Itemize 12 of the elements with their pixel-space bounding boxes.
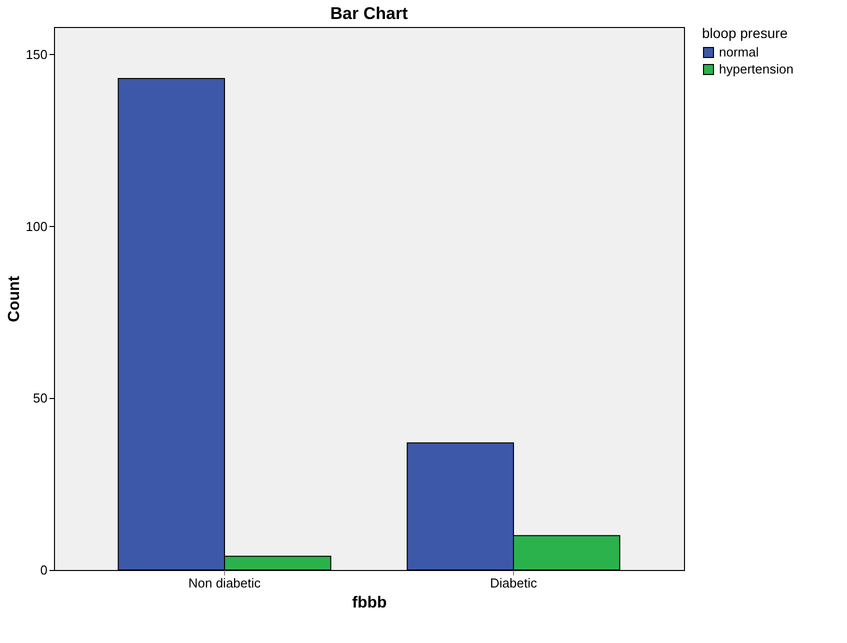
x-tick-label: Non diabetic [188,576,262,590]
y-tick-label: 100 [26,218,48,234]
x-axis-title: fbbb [352,594,388,612]
legend-title: bloop presure [702,25,788,41]
y-tick-label: 50 [33,390,48,406]
legend-label: normal [719,44,759,60]
x-tick-label: Diabetic [490,576,538,590]
y-tick-label: 150 [26,46,48,62]
chart-title: Bar Chart [330,4,408,23]
y-axis-title: Count [6,275,23,322]
y-tick-label: 0 [40,562,48,578]
legend-label: hypertension [719,62,794,76]
